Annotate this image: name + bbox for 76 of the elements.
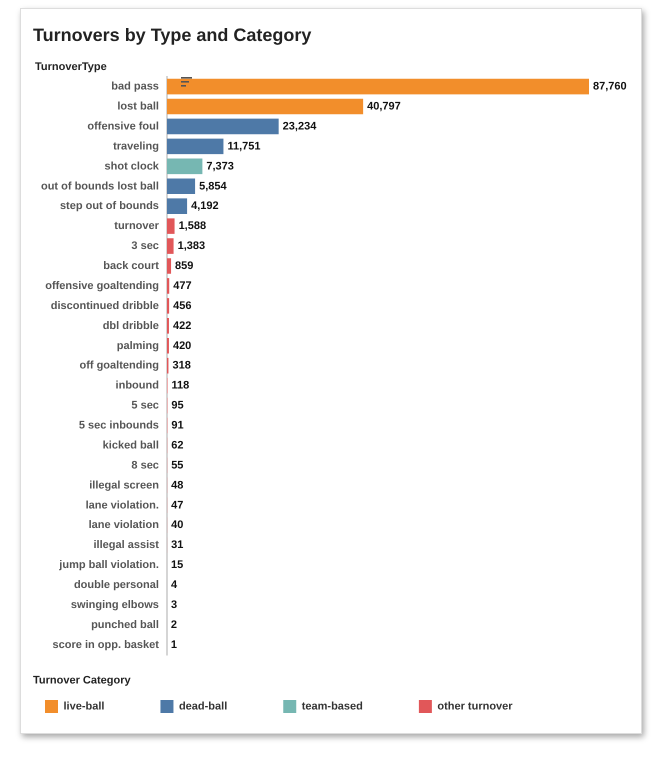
data-label: 4 <box>170 579 178 592</box>
data-label: 4,192 <box>191 200 219 212</box>
bar <box>166 158 202 174</box>
y-tick-label: shot clock <box>104 160 160 172</box>
legend-title: Turnover Category <box>33 674 132 686</box>
y-tick-label: illegal screen <box>89 479 160 492</box>
data-label: 40 <box>171 519 184 532</box>
bar <box>166 238 174 254</box>
legend-label: other turnover <box>437 700 557 713</box>
bar <box>166 298 170 314</box>
data-label: 47 <box>171 499 184 512</box>
data-label: 859 <box>175 260 194 272</box>
y-tick-label: dbl dribble <box>102 320 159 332</box>
chart-title: Turnovers by Type and Category <box>33 24 312 45</box>
data-label: 23,234 <box>282 120 318 132</box>
y-tick-label: inbound <box>116 380 159 392</box>
y-tick-label: illegal assist <box>93 539 160 552</box>
y-tick-label: punched ball <box>91 618 159 631</box>
data-label: 55 <box>171 459 184 472</box>
bar <box>166 98 364 114</box>
y-tick-label: turnover <box>114 220 160 232</box>
data-label: 118 <box>171 380 190 392</box>
data-label: 15 <box>171 559 184 572</box>
bar <box>166 258 172 274</box>
data-label: 1,383 <box>178 240 206 252</box>
data-label: 1 <box>170 638 178 651</box>
y-tick-label: step out of bounds <box>60 200 159 212</box>
y-tick-label: double personal <box>74 579 159 592</box>
data-label: 95 <box>171 400 184 412</box>
y-tick-label: off goaltending <box>79 360 159 372</box>
y-tick-label: lane violation <box>88 519 160 532</box>
bar <box>166 218 175 234</box>
data-label: 40,797 <box>367 100 401 113</box>
bar <box>166 78 589 94</box>
y-tick-label: lost ball <box>117 100 159 113</box>
y-tick-label: 8 sec <box>131 459 159 472</box>
y-tick-label: 3 sec <box>131 240 159 252</box>
bar <box>166 138 224 154</box>
data-label: 3 <box>170 598 178 611</box>
y-tick-label: palming <box>116 340 159 352</box>
y-tick-label: score in opp. basket <box>52 638 160 651</box>
y-tick-label: 5 sec inbounds <box>78 420 159 432</box>
y-tick-label: back court <box>103 260 160 272</box>
data-label: 7,373 <box>206 160 234 172</box>
data-label: 48 <box>171 479 184 492</box>
legend-label: dead-ball <box>178 700 272 713</box>
y-tick-label: traveling <box>113 140 159 152</box>
y-tick-label: discontinued dribble <box>50 300 159 312</box>
bar <box>166 198 188 214</box>
bar <box>166 118 279 134</box>
y-tick-label: jump ball violation. <box>58 559 159 572</box>
data-label: 456 <box>173 300 192 312</box>
data-label: 62 <box>171 439 184 452</box>
data-label: 11,751 <box>227 140 260 152</box>
legend-label: live-ball <box>64 700 148 713</box>
y-tick-label: bad pass <box>111 80 159 93</box>
y-tick-label: lane violation. <box>86 499 159 512</box>
data-label: 318 <box>172 360 191 372</box>
y-axis-title: TurnoverType <box>35 61 107 74</box>
data-label: 420 <box>172 340 192 352</box>
data-label: 5,854 <box>199 180 228 192</box>
data-label: 422 <box>172 320 192 332</box>
data-label: 87,760 <box>593 80 627 93</box>
legend-label: team-based <box>302 700 407 713</box>
data-label: 477 <box>173 280 192 292</box>
y-tick-label: kicked ball <box>102 439 159 452</box>
y-tick-label: 5 sec <box>131 400 159 412</box>
y-tick-label: swinging elbows <box>70 598 159 611</box>
y-tick-label: offensive goaltending <box>45 280 159 292</box>
y-tick-label: offensive foul <box>87 120 159 132</box>
data-label: 1,588 <box>178 220 206 232</box>
data-label: 2 <box>170 618 178 631</box>
bar <box>166 178 196 194</box>
data-label: 31 <box>171 539 184 552</box>
y-tick-label: out of bounds lost ball <box>40 180 159 192</box>
data-label: 91 <box>171 420 184 432</box>
